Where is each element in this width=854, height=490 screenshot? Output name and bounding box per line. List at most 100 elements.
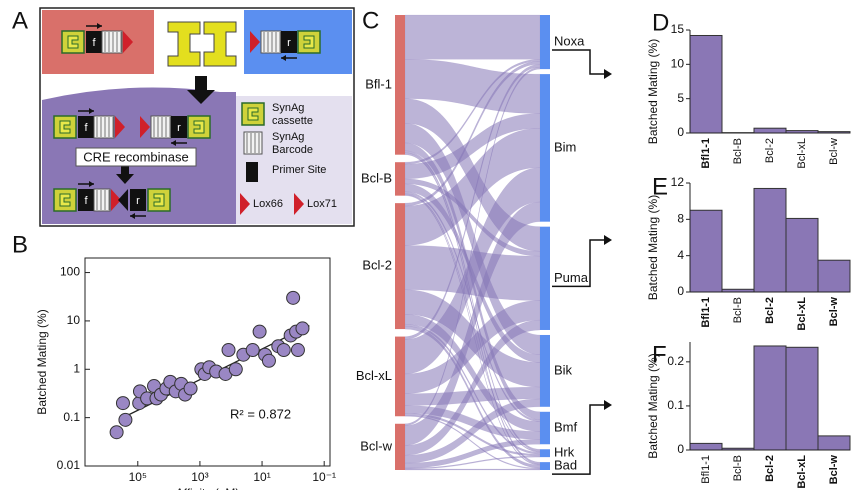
target-node xyxy=(540,74,550,222)
target-node xyxy=(540,449,550,457)
source-label: Bcl-xL xyxy=(356,368,392,383)
y-tick-label: 0.2 xyxy=(667,354,684,368)
source-label: Bfl-1 xyxy=(365,76,392,91)
panel-label: A xyxy=(12,7,28,34)
target-node xyxy=(540,227,550,330)
data-point xyxy=(184,382,197,395)
target-label: Puma xyxy=(554,270,589,285)
source-label: Bcl-2 xyxy=(362,258,392,273)
panel-label: C xyxy=(362,7,379,34)
y-axis-label: Batched Mating (%) xyxy=(646,195,660,300)
primer-label: r xyxy=(177,122,181,134)
y-tick-label: 12 xyxy=(671,175,685,189)
data-point xyxy=(229,363,242,376)
x-tick-label: Bfl1-1 xyxy=(700,297,712,328)
callout-head xyxy=(604,69,612,79)
legend-label: Lox71 xyxy=(307,198,337,210)
target-label: Bmf xyxy=(554,419,578,434)
y-tick-label: 0.1 xyxy=(63,410,80,424)
cassette xyxy=(62,31,84,53)
legend-label: Lox66 xyxy=(253,198,283,210)
bar xyxy=(818,260,850,292)
source-node xyxy=(395,15,405,155)
source-node xyxy=(395,337,405,417)
x-tick-label: Bfl1-1 xyxy=(700,455,712,484)
x-tick-label: Bcl-w xyxy=(828,297,840,327)
x-tick-label: Bcl-w xyxy=(828,138,840,165)
legend-primer xyxy=(246,162,258,182)
y-tick-label: 0.01 xyxy=(57,458,81,472)
x-tick-label: Bcl-xL xyxy=(796,138,808,169)
data-point xyxy=(119,413,132,426)
bar xyxy=(818,436,850,450)
panel-label: D xyxy=(652,9,669,36)
legend-label: Barcode xyxy=(272,144,313,156)
y-tick-label: 0 xyxy=(677,284,684,298)
primer-label: r xyxy=(287,37,291,49)
legend-label: cassette xyxy=(272,115,313,127)
source-node xyxy=(395,162,405,195)
callout-arrow xyxy=(552,50,606,74)
data-point xyxy=(277,344,290,357)
data-point xyxy=(296,322,309,335)
target-label: Bad xyxy=(554,458,577,473)
cassette xyxy=(188,116,210,138)
bar xyxy=(754,188,786,292)
x-tick-label: Bcl-xL xyxy=(796,455,808,489)
legend-label: SynAg xyxy=(272,131,304,143)
y-axis-label: Batched Mating (%) xyxy=(646,39,660,144)
y-tick-label: 4 xyxy=(677,248,684,262)
bar xyxy=(690,443,722,450)
bar xyxy=(786,347,818,450)
x-tick-label: Bcl-B xyxy=(732,297,744,323)
data-point xyxy=(262,354,275,367)
bar xyxy=(690,35,722,133)
cassette xyxy=(54,116,76,138)
target-node xyxy=(540,335,550,407)
target-label: Bik xyxy=(554,362,573,377)
x-tick-label: Bcl-2 xyxy=(764,297,776,324)
y-tick-label: 0 xyxy=(677,125,684,139)
bar xyxy=(690,210,722,292)
data-point xyxy=(253,325,266,338)
target-label: Bim xyxy=(554,139,576,154)
barcode xyxy=(94,189,110,211)
x-tick-label: Bcl-2 xyxy=(764,455,776,482)
y-tick-label: 1 xyxy=(73,361,80,375)
page: ABCDEFfrfrCRE recombinasefrSynAgcassette… xyxy=(0,0,854,490)
cassette xyxy=(54,189,76,211)
y-tick-label: 10 xyxy=(671,57,685,71)
y-axis-label: Batched Mating (%) xyxy=(35,309,49,414)
y-tick-label: 10 xyxy=(67,313,81,327)
data-point xyxy=(222,344,235,357)
source-label: Bcl-B xyxy=(361,170,392,185)
x-tick-label: 10⁻¹ xyxy=(312,470,336,484)
x-tick-label: Bfl1-1 xyxy=(700,138,712,169)
flow-link xyxy=(405,15,540,59)
bar xyxy=(754,346,786,450)
x-tick-label: Bcl-B xyxy=(732,455,744,481)
y-axis-label: Batched Mating (%) xyxy=(646,353,660,458)
x-tick-label: 10⁵ xyxy=(129,470,147,484)
x-tick-label: Bcl-w xyxy=(828,455,840,485)
panel-label: B xyxy=(12,231,28,258)
primer-label: r xyxy=(136,195,140,207)
annotation: R² = 0.872 xyxy=(230,406,291,421)
x-tick-label: Bcl-2 xyxy=(764,138,776,163)
y-tick-label: 0.1 xyxy=(667,398,684,412)
data-point xyxy=(291,344,304,357)
data-point xyxy=(116,397,129,410)
target-label: Noxa xyxy=(554,33,585,48)
callout-head xyxy=(604,235,612,245)
y-tick-label: 15 xyxy=(671,22,685,36)
cassette xyxy=(148,189,170,211)
x-tick-label: 10¹ xyxy=(253,470,270,484)
data-point xyxy=(246,344,259,357)
source-node xyxy=(395,424,405,470)
data-point xyxy=(287,291,300,304)
legend-label: SynAg xyxy=(272,102,304,114)
y-tick-label: 0 xyxy=(677,442,684,456)
source-label: Bcl-w xyxy=(360,438,392,453)
bar xyxy=(786,218,818,292)
cassette xyxy=(298,31,320,53)
